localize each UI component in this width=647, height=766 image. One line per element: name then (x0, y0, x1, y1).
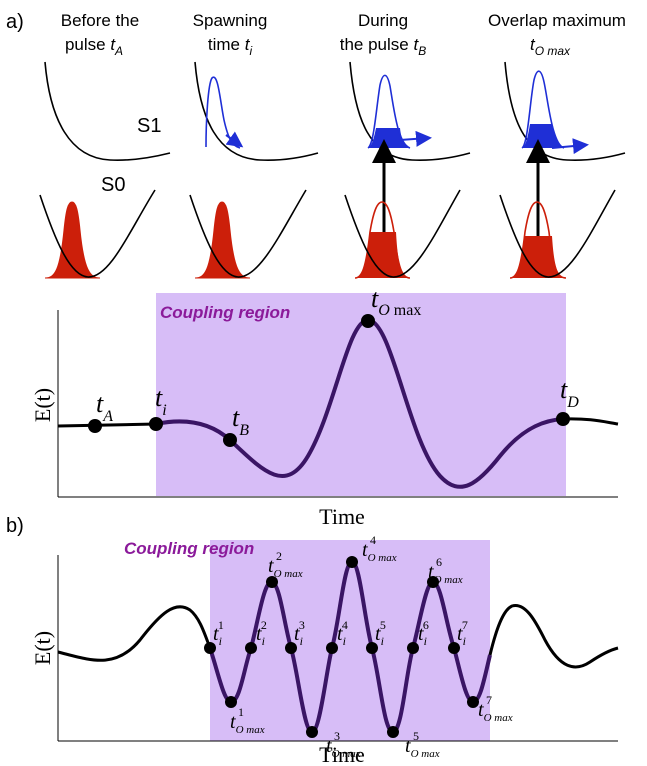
extremum-point (467, 696, 479, 708)
panel-a-label: a) (6, 11, 24, 33)
column-title-before-pulse: Before the pulse tA (61, 11, 139, 58)
extremum-point (346, 556, 358, 568)
point-ti-label: ti (155, 383, 167, 419)
extremum-point (225, 696, 237, 708)
x-axis-label: Time (319, 504, 365, 529)
svg-text:pulse tA: pulse tA (65, 35, 123, 58)
extremum-label-3: tO max3 (326, 729, 361, 760)
point-tOmax (361, 314, 375, 328)
svg-text:time ti: time ti (208, 35, 253, 58)
extremum-point (427, 576, 439, 588)
ground-state-packet-outline (509, 201, 567, 279)
pulse-baseline-right (562, 417, 619, 426)
excited-packet-arrow (399, 130, 432, 147)
x-axis-label: Time (319, 742, 365, 766)
svg-text:the pulse tB: the pulse tB (340, 35, 426, 58)
y-axis-label: E(t) (30, 388, 55, 422)
coupling-region (210, 540, 490, 741)
extremum-label-2: tO max2 (268, 549, 303, 580)
point-tB-label: tB (232, 403, 249, 439)
panel-b-label: b) (6, 515, 24, 537)
state-label-s0: S0 (101, 174, 125, 196)
svg-text:Overlap maximum: Overlap maximum (488, 11, 626, 30)
crossing-label-4: ti4 (337, 618, 348, 648)
column-title-overlap-maximum: Overlap maximum tO max (488, 11, 626, 58)
crossing-point (407, 642, 419, 654)
ground-state-packet (194, 201, 251, 279)
ground-state-packet (44, 201, 101, 279)
pulse-tail-left (57, 605, 212, 662)
coupling-region-label: Coupling region (124, 539, 254, 558)
ground-state-packet-outline (354, 201, 411, 279)
svg-text:Spawning: Spawning (193, 11, 268, 30)
column-before-pulse (39, 61, 171, 279)
pulse-plot-a: Coupling region E(t) Time tA ti tB tO ma… (30, 284, 619, 529)
crossing-point (448, 642, 460, 654)
ground-state-potential (39, 189, 156, 278)
column-title-spawning-time: Spawning time ti (193, 11, 268, 58)
svg-text:Before the: Before the (61, 11, 139, 30)
extremum-point (266, 576, 278, 588)
crossing-labels: ti1 ti2 ti3 ti4 ti5 ti6 ti7 (213, 618, 468, 648)
coupling-region (156, 293, 566, 496)
pulse-plot-b: Coupling region E(t) Time ti1 (30, 533, 619, 766)
crossing-label-1: ti1 (213, 618, 224, 648)
point-tA (88, 419, 102, 433)
point-tB (223, 433, 237, 447)
crossing-label-5: ti5 (375, 618, 386, 648)
coupling-region-label: Coupling region (160, 303, 290, 322)
extremum-points (225, 556, 479, 738)
crossing-point (245, 642, 257, 654)
point-tA-label: tA (96, 389, 113, 425)
svg-text:tO max: tO max (530, 35, 571, 58)
ground-state-potential (499, 189, 616, 278)
extremum-label-6: tO max6 (428, 555, 463, 586)
pulse-baseline-left (57, 422, 157, 428)
svg-text:During: During (358, 11, 408, 30)
excited-wavepacket (367, 74, 411, 149)
crossing-point (285, 642, 297, 654)
crossing-points (204, 642, 460, 654)
crossing-label-7: ti7 (457, 618, 468, 648)
crossing-point (204, 642, 216, 654)
point-ti (149, 417, 163, 431)
point-tD (556, 412, 570, 426)
extremum-label-1: tO max1 (230, 705, 265, 736)
pulse-tail-right (488, 604, 619, 669)
point-tD-label: tD (560, 375, 579, 411)
excited-state-potential (349, 61, 471, 161)
crossing-point (366, 642, 378, 654)
crossing-label-3: ti3 (294, 618, 305, 648)
extremum-label-5: tO max5 (405, 729, 440, 760)
crossing-point (326, 642, 338, 654)
extremum-label-7: tO max7 (478, 693, 513, 724)
extremum-labels: tO max1 tO max2 tO max3 tO max4 tO max5 … (230, 533, 513, 760)
y-axis-label: E(t) (30, 631, 55, 665)
crossing-label-2: ti2 (256, 618, 267, 648)
column-titles: Before the pulse tA Spawning time ti Dur… (61, 11, 626, 58)
ground-state-potential (344, 189, 461, 278)
crossing-label-6: ti6 (418, 618, 429, 648)
extremum-point (387, 726, 399, 738)
excited-packet-arrow (551, 138, 589, 155)
excited-state-potential (194, 61, 319, 161)
excited-wavepacket (205, 76, 241, 149)
state-label-s1: S1 (137, 115, 161, 137)
excited-state-potential (44, 61, 171, 161)
column-overlap-maximum (499, 61, 626, 279)
ground-state-potential (189, 189, 307, 278)
excited-wavepacket (521, 70, 565, 149)
excited-packet-arrow (225, 131, 244, 148)
column-title-during-pulse: During the pulse tB (340, 11, 426, 58)
extremum-point (306, 726, 318, 738)
column-during-pulse (344, 61, 471, 279)
point-tOmax-label: tO max (371, 284, 421, 319)
excited-state-potential (504, 61, 626, 161)
ground-state-packet-filled (510, 236, 566, 278)
extremum-label-4: tO max4 (362, 533, 397, 564)
column-spawning (189, 61, 319, 279)
